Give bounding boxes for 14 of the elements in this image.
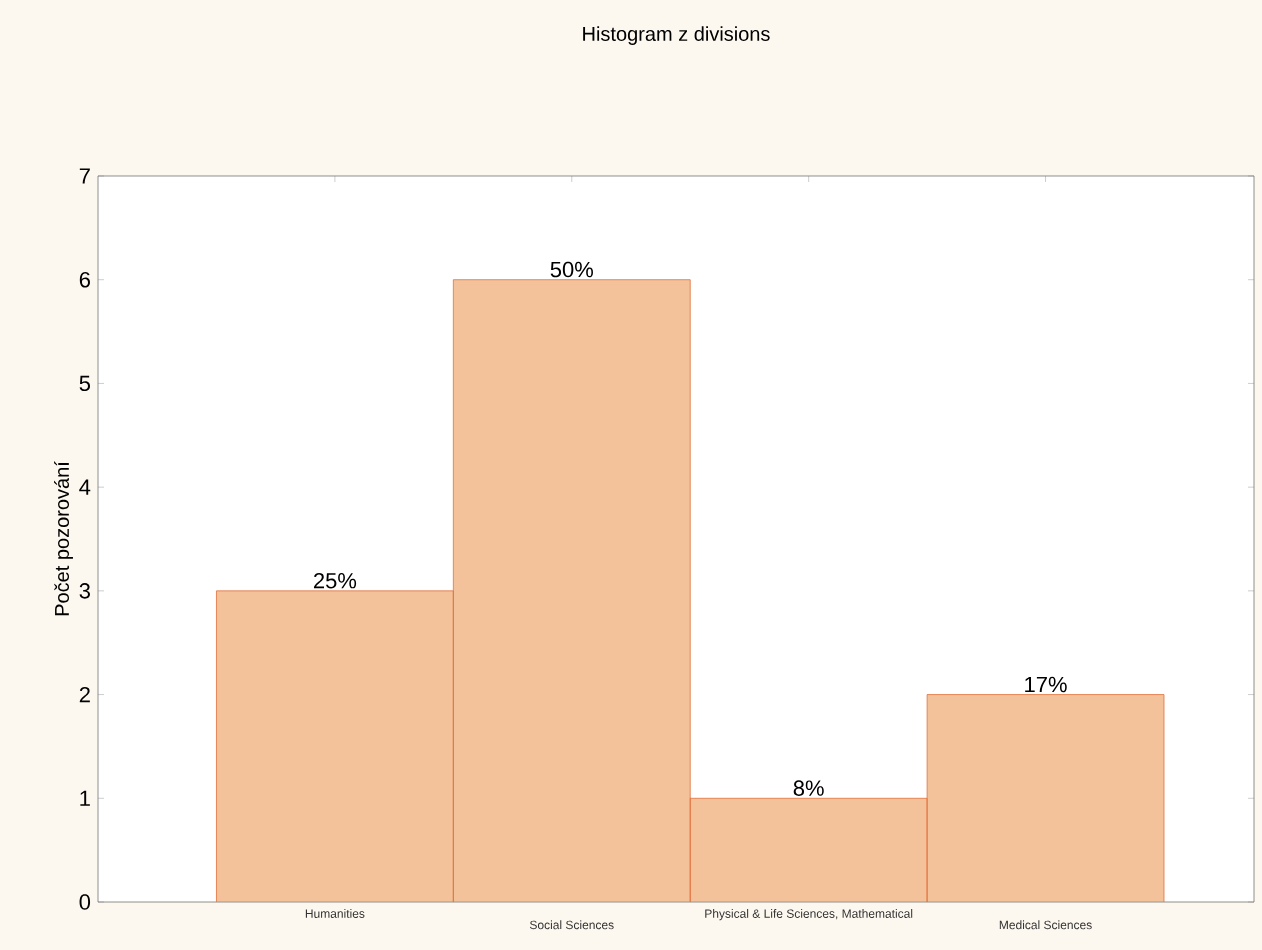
y-tick-label: 2 xyxy=(79,686,90,703)
y-tick-label: 4 xyxy=(79,479,91,495)
y-tick-label: 3 xyxy=(79,583,90,599)
y-axis-title: Počet pozorování xyxy=(54,461,73,616)
y-tick-label: 0 xyxy=(79,894,91,910)
annotation: 8% xyxy=(793,780,824,796)
annotation: 25% xyxy=(313,572,357,589)
annotation: 17% xyxy=(1025,676,1067,693)
chart-title: Histogram z divisions xyxy=(583,26,770,45)
y-tick-label: 7 xyxy=(79,168,90,184)
y-tick-label: 1 xyxy=(80,790,90,806)
annotation: 50% xyxy=(550,261,593,278)
y-tick-label: 6 xyxy=(79,271,90,288)
y-tick-label: 5 xyxy=(79,375,90,392)
